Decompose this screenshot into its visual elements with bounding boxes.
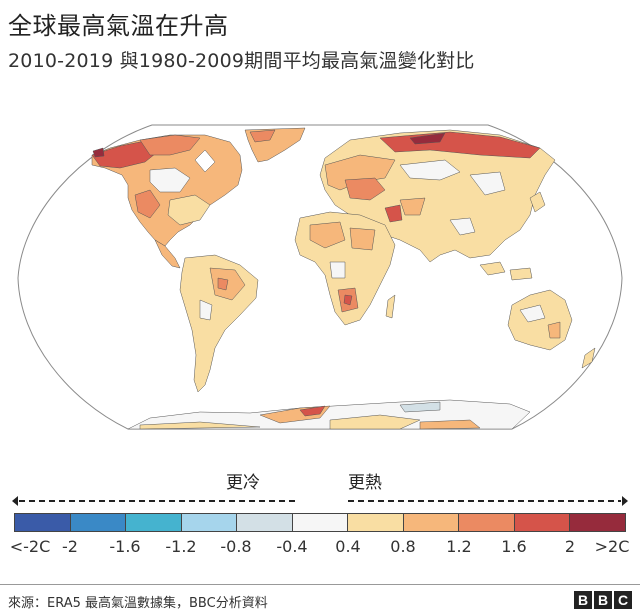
source-credit: 來源：ERA5 最高氣溫數據集，BBC分析資料	[8, 596, 268, 611]
africa	[294, 211, 396, 326]
arrow-right-icon	[622, 496, 628, 506]
legend-tick: -0.4	[276, 537, 308, 556]
legend-tick: 1.6	[501, 537, 527, 556]
legend-tick: -1.6	[109, 537, 141, 556]
bbc-logo-letter: C	[614, 591, 632, 609]
bbc-logo-letter: B	[574, 591, 592, 609]
legend-warm-label: 更熱	[348, 473, 382, 493]
arrow-left-icon	[12, 496, 18, 506]
legend-direction-arrows	[12, 496, 628, 506]
legend-segment	[459, 514, 515, 531]
legend-segment	[181, 514, 238, 531]
page-title: 全球最高氣溫在升高	[8, 12, 229, 40]
legend-segment	[292, 514, 349, 531]
legend-segment	[403, 514, 460, 531]
legend-tick: 2	[564, 537, 576, 556]
legend-segment	[570, 514, 626, 531]
south-america	[179, 254, 259, 393]
legend-tick: -2	[62, 537, 78, 556]
legend-tick: -1.2	[165, 537, 197, 556]
legend-segment	[15, 514, 71, 531]
legend-tick: -0.8	[220, 537, 252, 556]
legend-tick-labels: <-2C -2 -1.6 -1.2 -0.8 -0.4 0.4 0.8 1.2 …	[0, 537, 640, 559]
bbc-logo: B B C	[574, 591, 632, 609]
legend-segment	[70, 514, 127, 531]
footer-divider	[0, 584, 640, 585]
legend-tick: 0.8	[390, 537, 416, 556]
page-subtitle: 2010-2019 與1980-2009期間平均最高氣溫變化對比	[8, 50, 475, 72]
antarctica	[127, 399, 531, 430]
legend-segment	[237, 514, 293, 531]
legend-segment	[514, 514, 571, 531]
legend-segment	[348, 514, 404, 531]
north-america	[91, 127, 306, 269]
legend-tick: 1.2	[446, 537, 472, 556]
legend-color-scale	[14, 513, 626, 532]
world-temperature-map	[17, 124, 623, 430]
legend-segment	[126, 514, 182, 531]
legend-tick: >2C	[594, 537, 630, 556]
bbc-logo-letter: B	[594, 591, 612, 609]
australia	[479, 261, 596, 369]
legend-tick: 0.4	[335, 537, 361, 556]
legend-cold-label: 更冷	[226, 473, 260, 493]
legend-tick: <-2C	[9, 537, 51, 556]
